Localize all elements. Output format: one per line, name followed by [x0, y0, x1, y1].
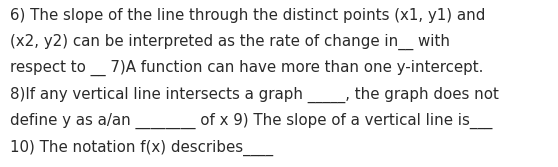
- Text: (x2, y2) can be interpreted as the rate of change in__ with: (x2, y2) can be interpreted as the rate …: [10, 34, 450, 50]
- Text: 8)If any vertical line intersects a graph _____, the graph does not: 8)If any vertical line intersects a grap…: [10, 87, 499, 103]
- Text: define y as a/an ________ of x 9) The slope of a vertical line is___: define y as a/an ________ of x 9) The sl…: [10, 113, 492, 129]
- Text: 6) The slope of the line through the distinct points (x1, y1) and: 6) The slope of the line through the dis…: [10, 8, 485, 23]
- Text: 10) The notation f(x) describes____: 10) The notation f(x) describes____: [10, 139, 273, 156]
- Text: respect to __ 7)A function can have more than one y-intercept.: respect to __ 7)A function can have more…: [10, 60, 483, 76]
